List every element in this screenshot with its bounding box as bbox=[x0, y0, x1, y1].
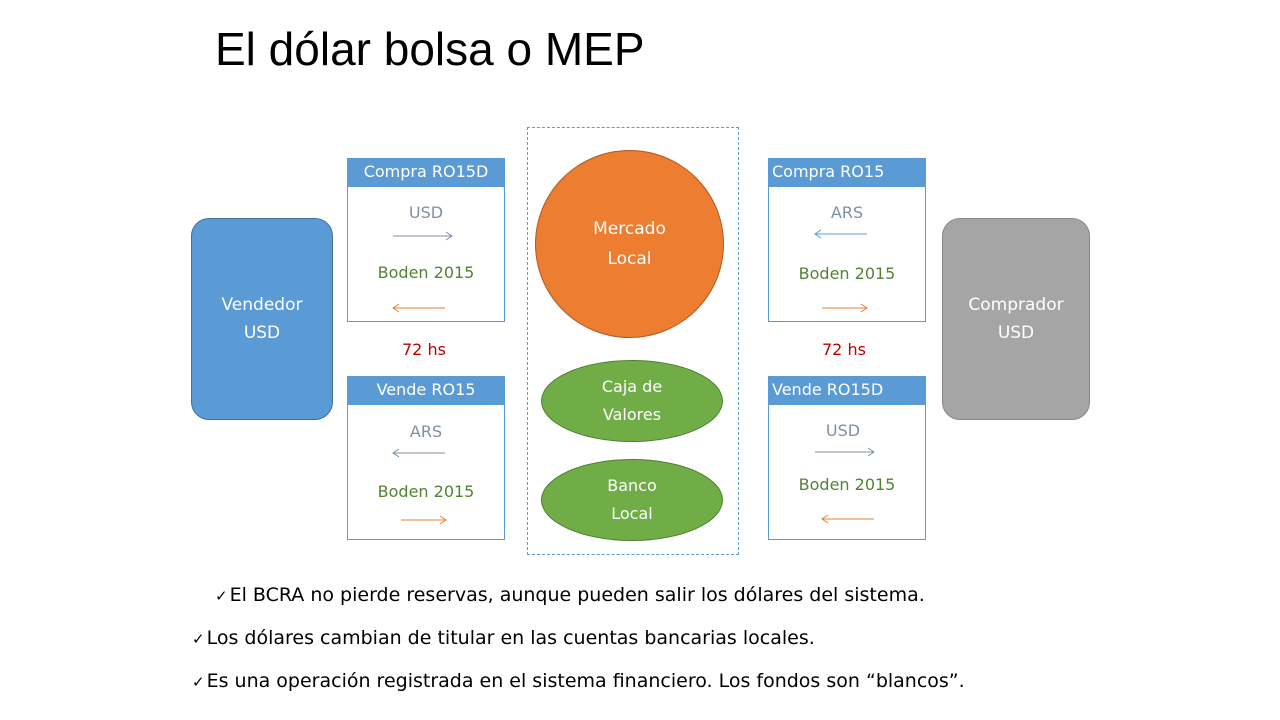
caja-line1: Caja de bbox=[601, 377, 663, 396]
card-vende-ro15: Vende RO15 ARS Boden 2015 bbox=[347, 376, 505, 540]
card-header: Compra RO15 bbox=[768, 158, 926, 187]
arrow-right-icon bbox=[822, 303, 868, 313]
vendedor-box: Vendedor USD bbox=[191, 218, 333, 420]
card-compra-ro15: Compra RO15 ARS Boden 2015 bbox=[768, 158, 926, 322]
comprador-line1: Comprador bbox=[968, 295, 1064, 315]
currency-label: ARS bbox=[830, 203, 864, 222]
bullet-text: Es una operación registrada en el sistem… bbox=[206, 670, 965, 692]
currency-label: ARS bbox=[409, 422, 443, 441]
comprador-line2: USD bbox=[997, 323, 1035, 343]
bond-label: Boden 2015 bbox=[798, 264, 896, 283]
checkmark-icon: ✓ bbox=[215, 587, 228, 605]
bullet-text: Los dólares cambian de titular en las cu… bbox=[206, 627, 815, 649]
caja-de-valores-ellipse: Caja de Valores bbox=[541, 360, 723, 442]
checkmark-icon: ✓ bbox=[192, 630, 205, 648]
bond-label: Boden 2015 bbox=[377, 263, 475, 282]
bullet-item: ✓ El BCRA no pierde reservas, aunque pued… bbox=[215, 584, 925, 606]
mercado-line2: Local bbox=[607, 249, 652, 269]
bullet-item: ✓ Es una operación registrada en el siste… bbox=[192, 670, 965, 692]
checkmark-icon: ✓ bbox=[192, 673, 205, 691]
caja-line2: Valores bbox=[602, 405, 662, 424]
arrow-left-icon bbox=[392, 448, 445, 458]
card-header: Vende RO15D bbox=[768, 376, 926, 405]
banco-local-ellipse: Banco Local bbox=[541, 459, 723, 541]
bond-label: Boden 2015 bbox=[798, 475, 896, 494]
bullet-text: El BCRA no pierde reservas, aunque puede… bbox=[229, 584, 925, 606]
banco-line1: Banco bbox=[607, 476, 657, 495]
arrow-left-icon bbox=[821, 514, 874, 524]
bullet-item: ✓ Los dólares cambian de titular en las c… bbox=[192, 627, 815, 649]
comprador-box: Comprador USD bbox=[942, 218, 1090, 420]
slide-title: El dólar bolsa o MEP bbox=[215, 23, 645, 75]
hours-label-left: 72 hs bbox=[402, 340, 446, 359]
bond-label: Boden 2015 bbox=[377, 482, 475, 501]
card-header: Compra RO15D bbox=[347, 158, 505, 187]
banco-line2: Local bbox=[611, 504, 653, 523]
market-group-frame bbox=[527, 127, 739, 555]
mercado-local-circle: Mercado Local bbox=[535, 150, 724, 338]
vendedor-line1: Vendedor bbox=[221, 295, 303, 315]
arrow-right-icon bbox=[393, 231, 453, 241]
arrow-right-icon bbox=[815, 447, 875, 457]
arrow-left-icon bbox=[814, 229, 867, 239]
arrow-right-icon bbox=[401, 515, 447, 525]
currency-label: USD bbox=[825, 421, 861, 440]
currency-label: USD bbox=[408, 203, 444, 222]
card-vende-ro15d: Vende RO15D USD Boden 2015 bbox=[768, 376, 926, 540]
vendedor-line2: USD bbox=[243, 323, 281, 343]
card-compra-ro15d: Compra RO15D USD Boden 2015 bbox=[347, 158, 505, 322]
mercado-line1: Mercado bbox=[593, 219, 666, 239]
arrow-left-icon bbox=[392, 303, 445, 313]
card-header: Vende RO15 bbox=[347, 376, 505, 405]
hours-label-right: 72 hs bbox=[822, 340, 866, 359]
